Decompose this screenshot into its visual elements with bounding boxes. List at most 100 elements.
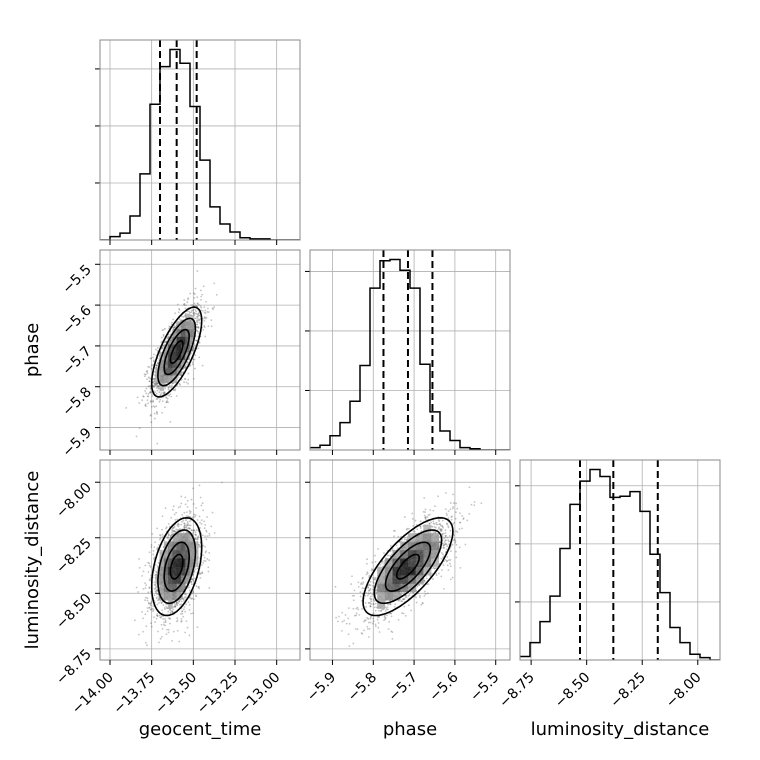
sample-point bbox=[144, 599, 147, 602]
sample-point bbox=[191, 612, 194, 615]
sample-point bbox=[197, 327, 200, 329]
sample-point bbox=[424, 518, 427, 521]
sample-point bbox=[200, 295, 203, 298]
sample-point bbox=[208, 586, 211, 589]
sample-point bbox=[149, 602, 152, 605]
sample-point bbox=[180, 600, 183, 603]
sample-point bbox=[164, 406, 166, 408]
sample-point bbox=[172, 608, 175, 611]
sample-point bbox=[383, 619, 385, 622]
sample-point bbox=[159, 637, 162, 640]
sample-point bbox=[155, 383, 157, 386]
sample-point bbox=[166, 536, 169, 539]
sample-point bbox=[203, 316, 206, 319]
sample-point bbox=[158, 538, 161, 541]
sample-point bbox=[205, 538, 208, 541]
sample-point bbox=[160, 602, 163, 604]
sample-point bbox=[189, 314, 192, 317]
sample-point bbox=[203, 316, 206, 318]
sample-point bbox=[183, 527, 186, 530]
sample-point bbox=[185, 304, 187, 307]
sample-point bbox=[155, 570, 158, 573]
sample-point bbox=[150, 625, 153, 628]
sample-point bbox=[180, 617, 183, 620]
sample-point bbox=[141, 610, 144, 613]
sample-point bbox=[159, 393, 162, 396]
sample-point bbox=[182, 371, 185, 373]
sample-point bbox=[196, 326, 199, 329]
sample-point bbox=[153, 360, 155, 363]
sample-point bbox=[125, 407, 128, 409]
sample-point bbox=[210, 319, 213, 322]
sample-point bbox=[158, 614, 161, 617]
sample-point bbox=[450, 518, 453, 521]
sample-point bbox=[165, 526, 168, 529]
sample-point bbox=[138, 402, 141, 404]
sample-point bbox=[160, 392, 163, 395]
sample-point bbox=[348, 622, 351, 625]
sample-point bbox=[167, 628, 170, 631]
sample-point bbox=[179, 527, 181, 530]
sample-point bbox=[452, 505, 454, 508]
sample-point bbox=[203, 520, 206, 523]
sample-point bbox=[145, 625, 148, 627]
sample-point bbox=[161, 533, 164, 536]
sample-point bbox=[198, 515, 201, 518]
x-tick-label: −13.75 bbox=[111, 670, 159, 718]
sample-point bbox=[183, 304, 186, 307]
sample-point bbox=[184, 496, 187, 499]
sample-point bbox=[147, 395, 150, 398]
sample-point bbox=[182, 531, 185, 534]
sample-point bbox=[195, 319, 198, 322]
sample-point bbox=[203, 319, 206, 322]
density-cell bbox=[163, 367, 169, 376]
sample-point bbox=[193, 347, 196, 350]
sample-point bbox=[176, 604, 179, 607]
sample-point bbox=[167, 386, 170, 389]
sample-point bbox=[142, 570, 145, 573]
sample-point bbox=[151, 533, 154, 535]
sample-point bbox=[213, 532, 216, 534]
sample-point bbox=[168, 389, 170, 391]
sample-point bbox=[193, 358, 196, 361]
sample-point bbox=[196, 537, 199, 540]
sample-point bbox=[173, 525, 176, 528]
sample-point bbox=[161, 627, 164, 630]
sample-point bbox=[146, 599, 149, 602]
density-cell bbox=[185, 336, 190, 345]
sample-point bbox=[149, 357, 152, 360]
sample-point bbox=[181, 610, 184, 613]
sample-point bbox=[171, 610, 174, 613]
x-tick-label: −8.75 bbox=[496, 670, 538, 712]
panel-hist-geocent-time bbox=[95, 39, 301, 245]
sample-point bbox=[172, 327, 175, 329]
sample-point bbox=[194, 367, 196, 370]
sample-point bbox=[144, 390, 147, 392]
density-cell bbox=[189, 336, 195, 345]
sample-point bbox=[186, 298, 189, 301]
sample-point bbox=[152, 359, 155, 362]
x-tick-label: −8.25 bbox=[607, 670, 649, 712]
sample-point bbox=[157, 362, 159, 365]
sample-point bbox=[149, 401, 152, 403]
sample-point bbox=[162, 618, 165, 620]
sample-point bbox=[145, 370, 148, 373]
sample-point bbox=[153, 380, 155, 382]
sample-point bbox=[143, 373, 146, 376]
sample-point bbox=[153, 378, 156, 380]
sample-point bbox=[204, 535, 207, 538]
sample-point bbox=[146, 378, 148, 381]
sample-point bbox=[185, 515, 188, 518]
sample-point bbox=[193, 293, 196, 295]
sample-point bbox=[362, 581, 365, 584]
density-cell bbox=[172, 328, 177, 337]
panel-content bbox=[100, 250, 300, 450]
sample-point bbox=[369, 621, 372, 624]
sample-point bbox=[192, 358, 195, 361]
sample-point bbox=[376, 616, 379, 618]
sample-point bbox=[147, 602, 150, 604]
sample-point bbox=[148, 587, 151, 590]
sample-point bbox=[435, 574, 438, 577]
sample-point bbox=[178, 640, 181, 643]
